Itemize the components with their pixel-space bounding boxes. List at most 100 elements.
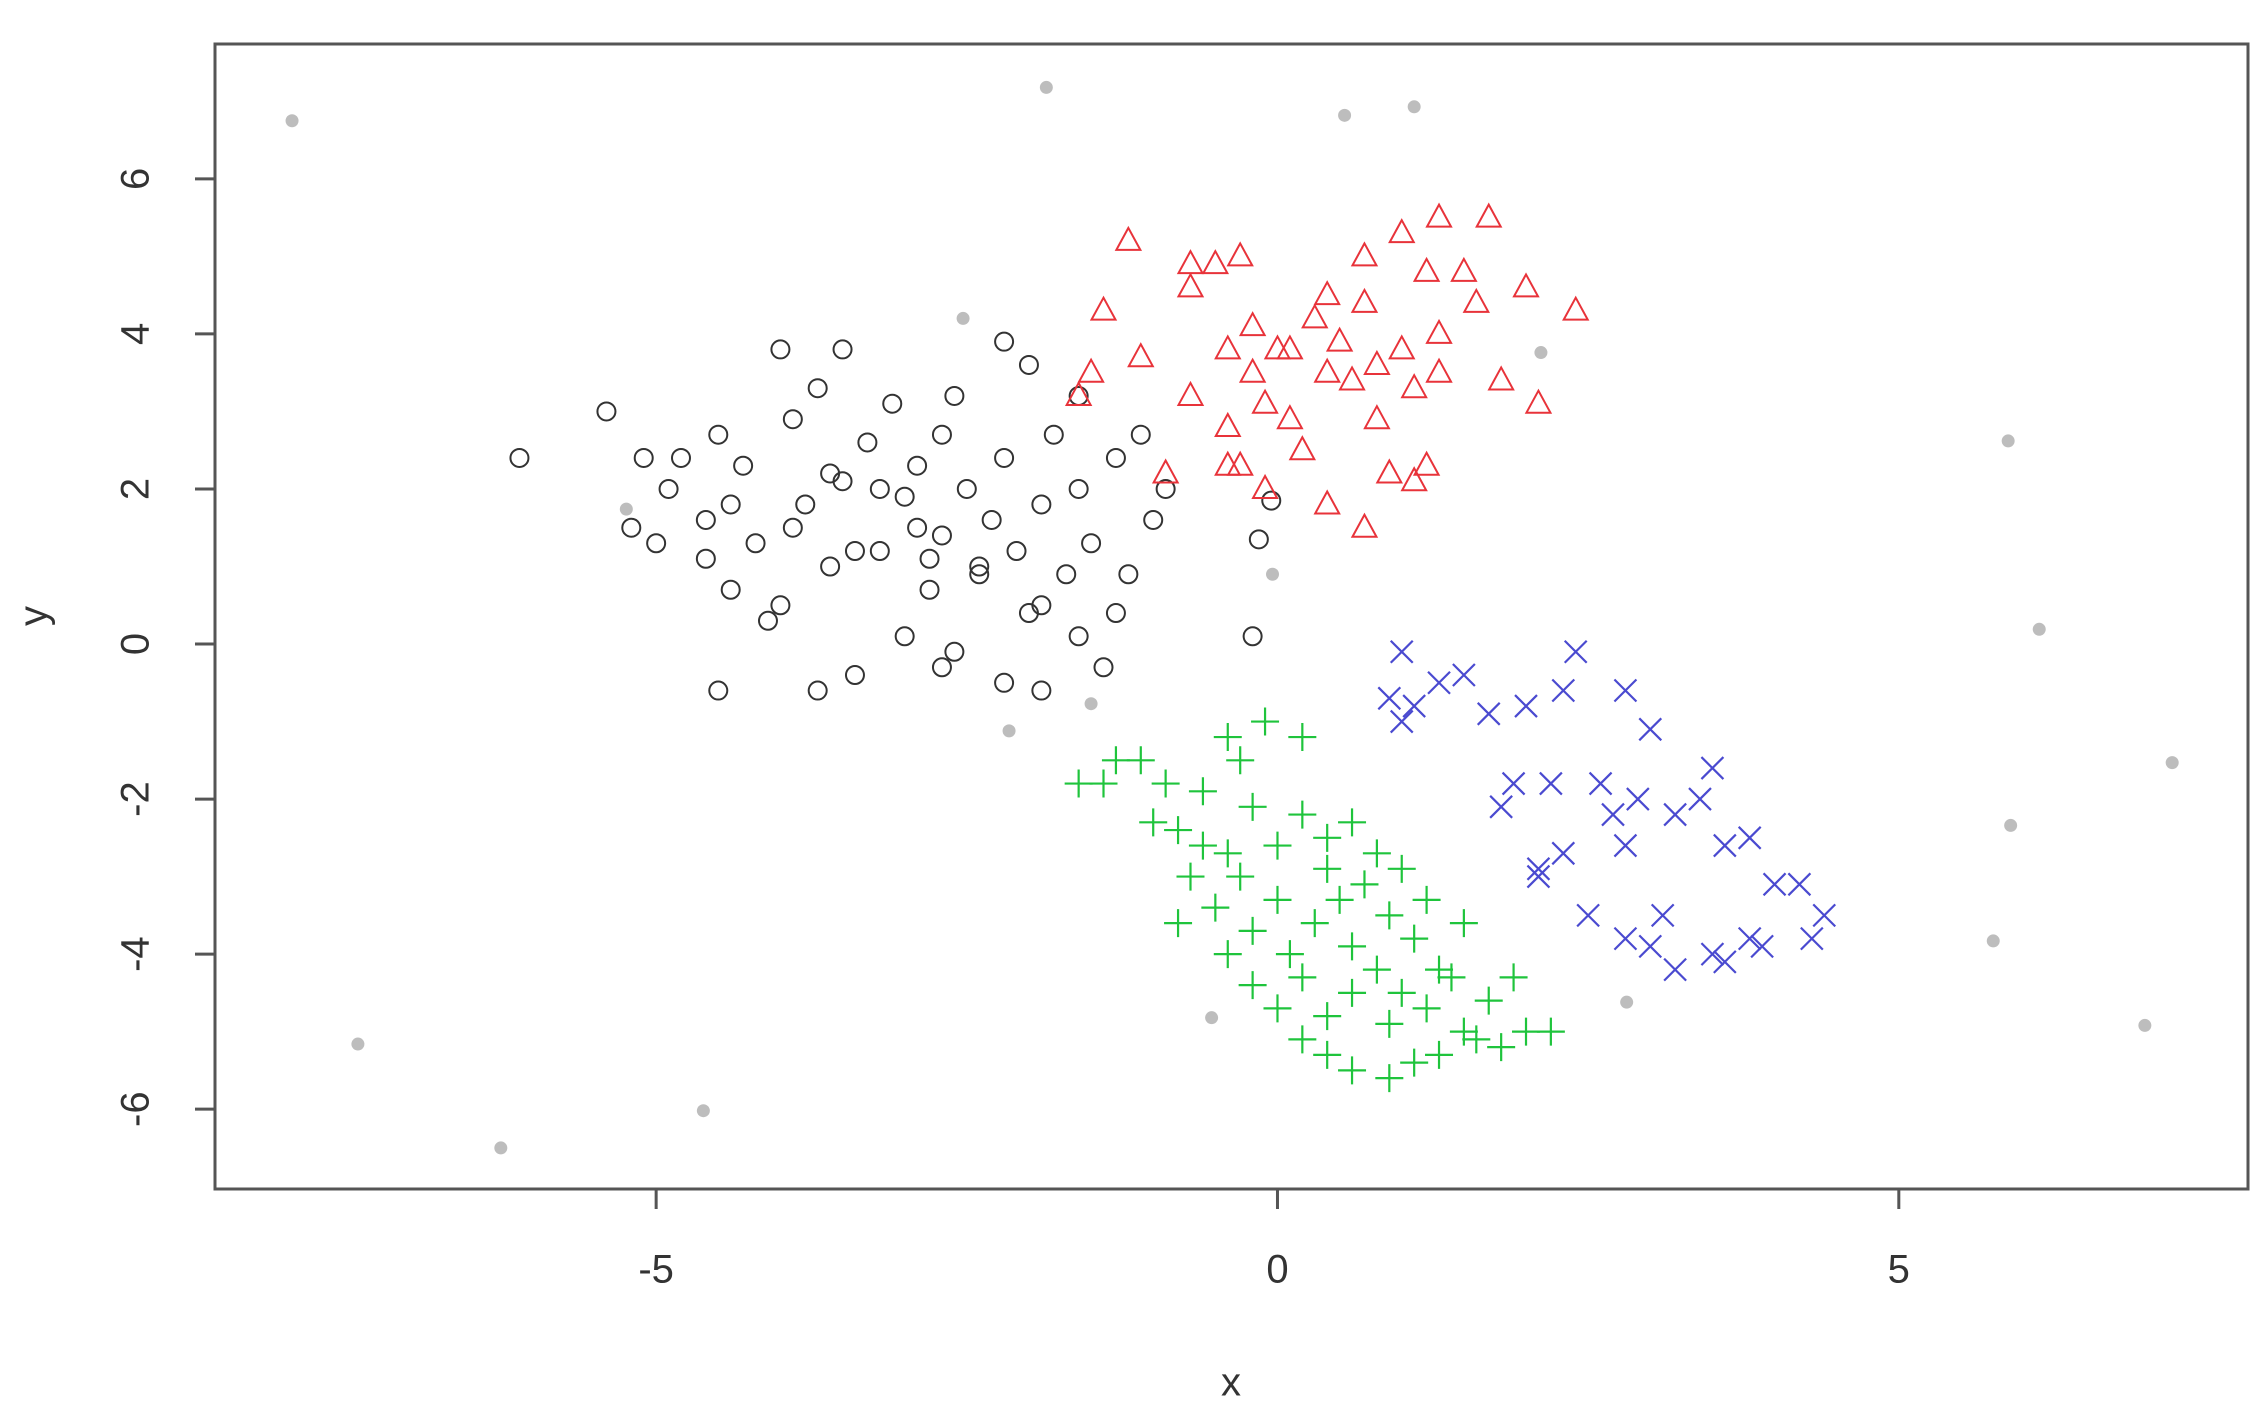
x-tick-label: 0 <box>1266 1248 1288 1292</box>
point <box>1266 567 1280 581</box>
x-axis-label: x <box>1221 1361 1241 1405</box>
point <box>1338 932 1367 961</box>
point <box>1787 872 1812 897</box>
point <box>1056 564 1077 585</box>
point <box>1213 839 1242 868</box>
point <box>1400 373 1428 399</box>
point <box>1151 769 1180 798</box>
point <box>1338 1056 1367 1085</box>
point <box>857 432 878 453</box>
point <box>820 463 841 484</box>
point <box>1700 756 1725 780</box>
point <box>1118 564 1139 585</box>
point <box>869 478 890 499</box>
point <box>1214 450 1242 476</box>
point <box>1476 702 1501 726</box>
point <box>894 626 915 647</box>
point <box>509 447 530 468</box>
x-tick-label: 5 <box>1888 1248 1910 1292</box>
point <box>1238 311 1267 337</box>
point <box>782 409 803 430</box>
point <box>1474 986 1503 1015</box>
point <box>1313 854 1342 883</box>
point <box>733 455 754 476</box>
point <box>1238 357 1267 383</box>
point <box>1288 723 1317 752</box>
point <box>1363 349 1391 375</box>
point <box>931 424 952 445</box>
point <box>1389 639 1414 664</box>
point <box>994 447 1015 468</box>
point <box>1176 862 1205 891</box>
point <box>1620 995 1634 1009</box>
point <box>596 401 617 422</box>
point <box>1700 942 1725 966</box>
point <box>1487 1033 1516 1062</box>
point <box>1362 955 1391 984</box>
point <box>1164 909 1193 938</box>
point <box>1101 746 1130 775</box>
point <box>1002 724 1016 738</box>
y-tick-label: 6 <box>114 168 158 190</box>
point <box>1986 934 2000 948</box>
point <box>1551 678 1576 703</box>
point <box>1713 833 1737 858</box>
point <box>1338 808 1367 837</box>
point <box>782 517 803 538</box>
point <box>1093 657 1114 678</box>
point <box>1226 450 1254 476</box>
point <box>2165 756 2179 770</box>
point <box>1534 346 1548 360</box>
point <box>1275 940 1304 969</box>
point <box>1475 202 1503 228</box>
point <box>1248 529 1269 550</box>
point <box>981 509 1002 530</box>
point <box>1638 934 1663 959</box>
point <box>2004 818 2018 832</box>
point <box>1226 862 1255 891</box>
point <box>1452 663 1476 687</box>
point <box>1139 808 1168 837</box>
point <box>1350 241 1379 267</box>
point <box>1238 971 1267 1000</box>
point <box>1338 978 1367 1007</box>
point <box>646 533 667 554</box>
point <box>1242 626 1263 647</box>
point <box>1375 458 1404 484</box>
point <box>1601 802 1625 827</box>
point <box>1325 885 1354 914</box>
point <box>1151 458 1180 484</box>
point <box>658 478 679 499</box>
point <box>1425 955 1454 984</box>
point <box>1251 473 1279 499</box>
point <box>670 447 691 468</box>
point <box>1188 831 1217 860</box>
point <box>1613 926 1638 951</box>
point <box>1563 639 1588 664</box>
point <box>1427 671 1451 695</box>
point <box>1276 404 1304 430</box>
point <box>956 311 970 325</box>
point <box>1031 595 1052 616</box>
point <box>757 610 778 631</box>
point <box>919 548 940 569</box>
point <box>1300 909 1329 938</box>
point <box>1375 1009 1404 1038</box>
point <box>1213 723 1242 752</box>
point <box>1812 903 1837 928</box>
point <box>1238 916 1267 945</box>
point <box>720 579 741 600</box>
point <box>1105 603 1126 624</box>
point <box>1377 686 1402 711</box>
point <box>1263 885 1292 914</box>
point <box>1127 342 1155 368</box>
point <box>1387 854 1416 883</box>
point <box>1288 963 1317 992</box>
point <box>1043 424 1064 445</box>
point <box>2138 1018 2152 1032</box>
point <box>1800 926 1824 951</box>
point <box>1201 249 1230 275</box>
point <box>994 672 1015 693</box>
point <box>1089 769 1118 798</box>
